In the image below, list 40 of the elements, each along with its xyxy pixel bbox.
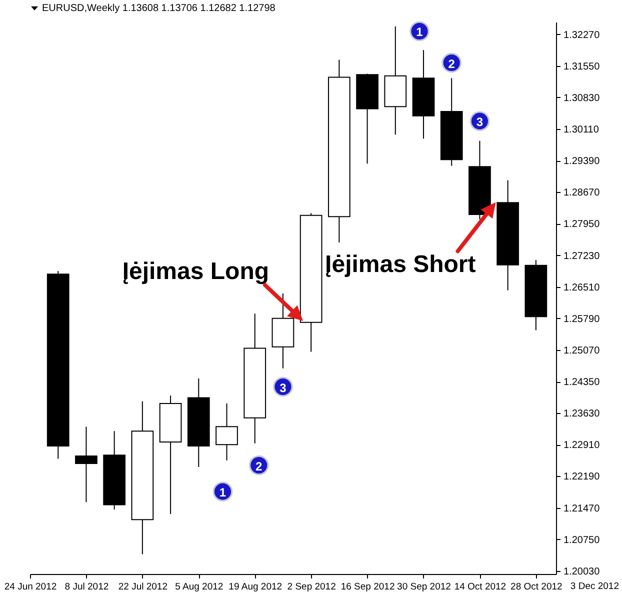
y-tick-label: 1.28670 bbox=[564, 188, 600, 199]
x-tick-label: 24 Jun 2012 bbox=[4, 582, 57, 592]
text: 3 Dec 2012 bbox=[570, 581, 619, 592]
y-tick-label: 1.27950 bbox=[564, 219, 600, 230]
x-tick-label: 8 Jul 2012 bbox=[64, 582, 109, 592]
annotation: Įėjimas Short bbox=[325, 251, 476, 278]
y-tick-label: 1.30830 bbox=[564, 92, 600, 104]
annotation: 1 bbox=[219, 486, 226, 500]
annotation: 1 bbox=[416, 25, 424, 40]
y-tick-label: 1.25790 bbox=[564, 314, 600, 325]
x-tick-label: 16 Sep 2012 bbox=[340, 582, 395, 592]
annotation: 3 bbox=[280, 380, 287, 395]
annotation: 3 bbox=[476, 115, 484, 130]
y-tick-label: 1.26510 bbox=[564, 282, 600, 294]
y-tick-label: 1.31550 bbox=[564, 61, 600, 72]
x-tick-label: 2 Sep 2012 bbox=[287, 582, 336, 592]
y-tick-label: 1.24350 bbox=[564, 377, 600, 388]
annotation: 2 bbox=[448, 56, 456, 71]
x-tick-label: 28 Oct 2012 bbox=[510, 582, 562, 592]
y-tick-label: 1.30110 bbox=[564, 124, 600, 136]
y-tick-label: 1.29390 bbox=[564, 156, 600, 168]
y-tick-label: 1.20030 bbox=[564, 566, 600, 578]
y-tick-label: 1.22190 bbox=[564, 472, 600, 483]
annotation: Įėjimas Long bbox=[122, 258, 270, 286]
x-tick-label: 5 Aug 2012 bbox=[175, 582, 224, 592]
x-tick-label: 22 Jul 2012 bbox=[118, 582, 168, 592]
y-tick-label: 1.23630 bbox=[564, 408, 600, 420]
candlestick bbox=[75, 426, 98, 503]
x-tick-label: 14 Oct 2012 bbox=[454, 582, 506, 592]
x-tick-label: 30 Sep 2012 bbox=[397, 582, 451, 592]
chart-title: EURUSD,Weekly 1.13608 1.13706 1.12682 1.12798 bbox=[42, 2, 276, 14]
y-tick-label: 1.20750 bbox=[564, 534, 600, 546]
y-tick-label: 1.32270 bbox=[564, 30, 600, 41]
annotation: 2 bbox=[256, 459, 263, 474]
candlestick bbox=[216, 402, 238, 461]
x-tick-label: 19 Aug 2012 bbox=[228, 582, 282, 592]
y-tick-label: 1.25070 bbox=[564, 345, 600, 356]
y-tick-label: 1.21470 bbox=[564, 503, 600, 514]
y-tick-label: 1.27230 bbox=[564, 250, 600, 262]
y-tick-label: 1.22910 bbox=[564, 440, 600, 452]
